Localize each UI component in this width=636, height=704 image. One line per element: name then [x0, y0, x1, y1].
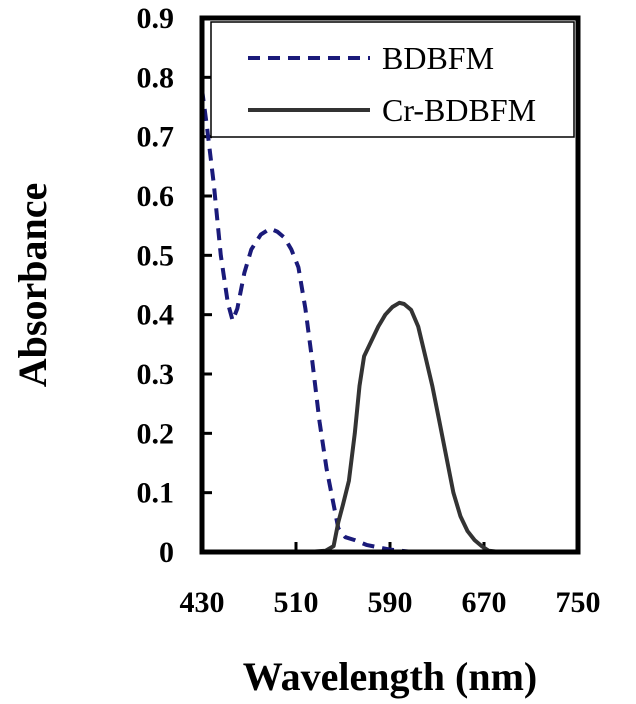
legend-label: BDBFM	[382, 40, 494, 76]
x-tick-label: 430	[180, 586, 225, 619]
legend-box	[210, 21, 575, 138]
plot-frame	[199, 15, 581, 555]
y-tick-label: 0.3	[137, 358, 175, 391]
x-axis-title: Wavelength (nm)	[243, 654, 537, 699]
legend-label: Cr-BDBFM	[382, 92, 536, 128]
y-tick-label: 0.5	[137, 239, 175, 272]
y-tick-label: 0.2	[137, 417, 175, 450]
y-axis-title: Absorbance	[10, 183, 55, 387]
y-tick-label: 0.4	[137, 299, 175, 332]
x-tick-label: 670	[462, 586, 507, 619]
series-layer	[200, 88, 503, 554]
y-tick-label: 0	[159, 536, 174, 569]
y-tick-label: 0.8	[137, 61, 175, 94]
series-line-cr-bdbfm	[282, 300, 503, 554]
y-tick-label: 0.9	[137, 2, 175, 35]
legend: BDBFM Cr-BDBFM	[210, 21, 575, 138]
x-tick-label: 750	[556, 586, 601, 619]
y-tick-label: 0.7	[137, 121, 175, 154]
y-tick-label: 0.1	[137, 477, 175, 510]
x-tick-label: 590	[368, 586, 413, 619]
series-line-bdbfm	[200, 88, 426, 554]
y-tick-label: 0.6	[137, 180, 175, 213]
x-tick-label: 510	[274, 586, 319, 619]
